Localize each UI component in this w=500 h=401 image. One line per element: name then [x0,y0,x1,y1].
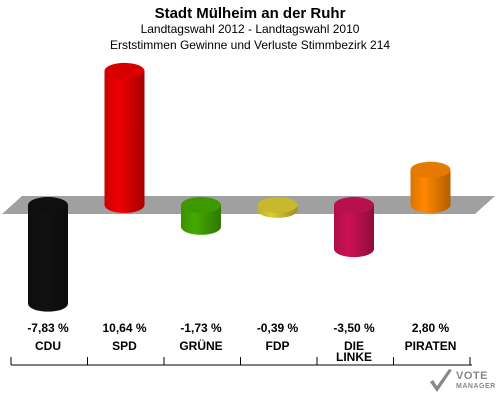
bar-cap [104,62,145,79]
bar-cap [410,161,451,178]
value-label: 2,80 % [412,321,450,335]
bar-cap [28,197,68,213]
category-label: GRÜNE [179,338,222,353]
chart-title: Stadt Mülheim an der Ruhr [154,5,346,22]
category-label: SPD [112,339,137,353]
logo-text-vote: VOTE [456,370,488,382]
bar-body [410,169,451,213]
bar-die-linke [334,197,374,258]
category-axis: -7,83 % CDU 10,64 % SPD -1,73 % GRÜNE -0,39 % F… [10,321,472,366]
bar-fdp [257,197,298,218]
value-label: -0,39 % [257,321,299,335]
bar-body [181,205,221,235]
category-label: DIE [344,339,364,353]
bar-cap [257,197,298,213]
chart-description: Erststimmen Gewinne und Verluste Stimmbe… [109,38,391,52]
bar-piraten [410,161,451,213]
category-label: LINKE [336,350,372,364]
category-label: FDP [266,339,290,353]
value-label: 10,64 % [102,321,146,335]
category-label: CDU [35,339,61,353]
vote-manager-logo: VOTE MANAGER [428,368,498,396]
category-label: PIRATEN [405,339,457,353]
value-label: -1,73 % [180,321,222,335]
bar-gr-ne [181,197,221,235]
bar-cap [181,197,221,213]
chart-subtitle: Landtagswahl 2012 - Landtagswahl 2010 [140,22,360,36]
bar-spd [104,62,145,213]
bar-cap [334,197,374,213]
bar-body [334,205,374,258]
bar-body [104,70,145,213]
bar-body [28,205,68,312]
bars-group [28,62,451,312]
logo-text-manager: MANAGER [456,383,496,390]
bar-cdu [28,197,68,312]
logo-check-icon [430,369,452,392]
value-label: -3,50 % [333,321,375,335]
value-label: -7,83 % [27,321,69,335]
